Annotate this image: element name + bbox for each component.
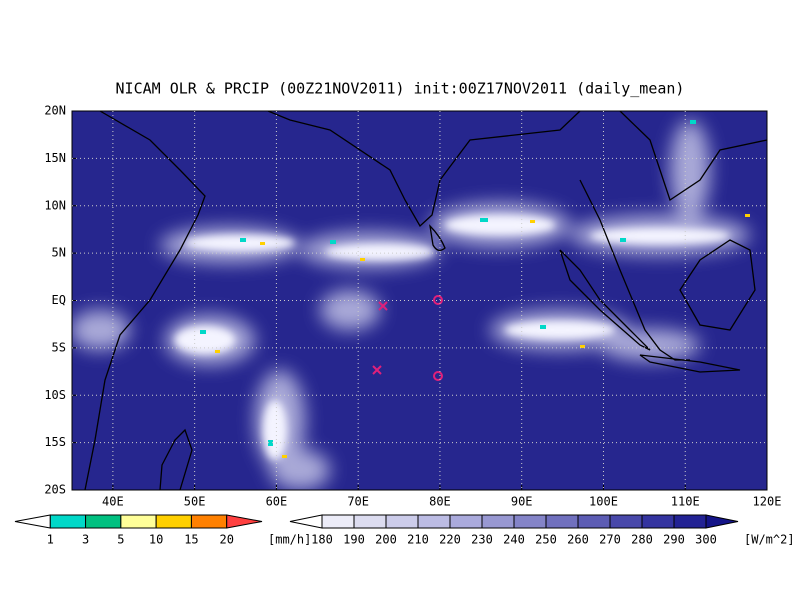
lat-label: 5S [52, 340, 66, 354]
lat-label: 15N [44, 151, 66, 165]
colorbar-box [481, 514, 515, 529]
lat-label: 20S [44, 483, 66, 497]
colorbar-box [49, 514, 87, 529]
colorbar-label: 280 [631, 533, 653, 547]
colorbar-label: 20 [219, 533, 233, 547]
colorbar-label: 15 [184, 533, 198, 547]
colorbar-arrow [226, 514, 263, 529]
colorbar-label: 210 [407, 533, 429, 547]
map-area [72, 111, 767, 490]
colorbar-box [673, 514, 707, 529]
colorbar-box [609, 514, 643, 529]
colorbar-label: 290 [663, 533, 685, 547]
colorbar-arrow [705, 514, 739, 529]
lon-label: 100E [589, 495, 618, 509]
lon-label: 40E [102, 495, 124, 509]
lon-label: 50E [184, 495, 206, 509]
lon-label: 110E [671, 495, 700, 509]
lat-label: 10S [44, 388, 66, 402]
colorbar-box [641, 514, 675, 529]
colorbar-label: 10 [149, 533, 163, 547]
colorbar-label: 5 [117, 533, 124, 547]
colorbar-unit: [W/m^2] [744, 533, 795, 547]
map-title: NICAM OLR & PRCIP (00Z21NOV2011) init:00… [116, 80, 685, 98]
colorbar-box [190, 514, 228, 529]
colorbar-label: 260 [567, 533, 589, 547]
colorbar-label: 230 [471, 533, 493, 547]
colorbar-box [155, 514, 192, 529]
colorbar-arrow [289, 514, 323, 529]
colorbar-label: 240 [503, 533, 525, 547]
lat-label: EQ [52, 293, 66, 307]
colorbar-box [385, 514, 419, 529]
lon-label: 80E [429, 495, 451, 509]
colorbar-box [120, 514, 157, 529]
lon-label: 90E [511, 495, 533, 509]
colorbar-box [449, 514, 483, 529]
colorbar-label: 300 [695, 533, 717, 547]
colorbar-label: 180 [311, 533, 333, 547]
lat-label: 20N [44, 104, 66, 118]
lat-label: 15S [44, 435, 66, 449]
colorbar-label: 270 [599, 533, 621, 547]
lat-label: 5N [52, 246, 66, 260]
colorbar-box [417, 514, 451, 529]
colorbar-label: 250 [535, 533, 557, 547]
lat-label: 10N [44, 198, 66, 212]
lon-label: 60E [266, 495, 288, 509]
colorbar-unit: [mm/h] [268, 533, 311, 547]
lon-label: 120E [753, 495, 782, 509]
colorbar-box [353, 514, 387, 529]
colorbar-label: 220 [439, 533, 461, 547]
colorbar-box [85, 514, 122, 529]
colorbar-box [513, 514, 547, 529]
colorbar-box [577, 514, 611, 529]
colorbar-label: 3 [82, 533, 89, 547]
lon-label: 70E [347, 495, 369, 509]
colorbar-label: 200 [375, 533, 397, 547]
colorbar-arrow [14, 514, 51, 529]
colorbar-label: 190 [343, 533, 365, 547]
colorbar-box [545, 514, 579, 529]
colorbar-label: 1 [47, 533, 54, 547]
colorbar-box [321, 514, 355, 529]
